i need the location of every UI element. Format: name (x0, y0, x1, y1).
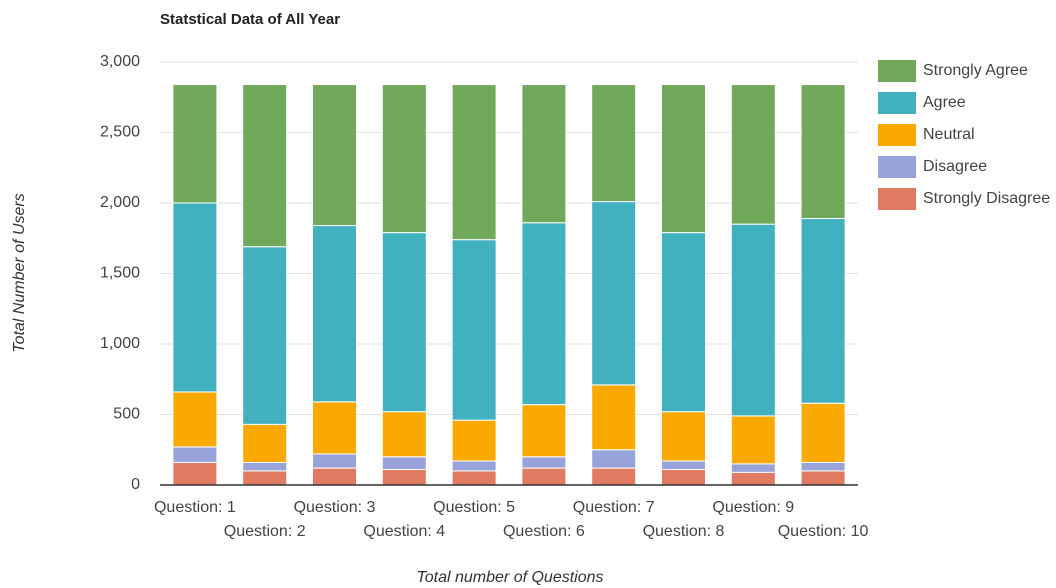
x-tick-label: Question: 8 (643, 523, 725, 540)
bar-segment (381, 456, 427, 470)
x-tick-label: Question: 9 (712, 499, 794, 516)
bar-segment (661, 460, 706, 470)
y-tick-label: 1,000 (100, 335, 140, 352)
bar-segment (242, 84, 288, 248)
legend-label: Disagree (923, 158, 988, 175)
legend-label: Agree (923, 94, 966, 111)
legend-label: Strongly Disagree (923, 190, 1051, 207)
legend-item: Strongly Disagree (878, 188, 1056, 211)
bar-segment (172, 446, 218, 463)
bar-segment (242, 423, 288, 463)
bar-segment (451, 84, 497, 241)
legend-swatch (878, 92, 916, 114)
x-axis-title: Total number of Questions (416, 569, 603, 586)
bar-segment (312, 467, 357, 486)
bar-segment (661, 232, 706, 413)
bar-segment (730, 471, 776, 486)
bar-segment (591, 449, 637, 469)
legend-item: Agree (878, 92, 1056, 115)
bar-segment (172, 461, 218, 486)
bar-segment (661, 468, 706, 486)
bar-segment (521, 467, 567, 486)
bar-segment (591, 467, 637, 486)
legend-label: Strongly Agree (923, 62, 1028, 79)
bar-segment (591, 201, 637, 386)
bar-segment (730, 463, 776, 473)
chart-title: Statstical Data of All Year (160, 11, 340, 28)
bar-segment (800, 461, 846, 472)
bar-segment (381, 232, 427, 413)
bar-segment (591, 84, 637, 203)
bar-segment (730, 415, 776, 465)
y-axis-title: Total Number of Users (11, 193, 28, 352)
legend-swatch (878, 124, 916, 146)
bar-segment (661, 84, 706, 234)
x-tick-label: Question: 6 (503, 523, 585, 540)
legend-label: Neutral (923, 126, 975, 143)
y-tick-label: 2,500 (100, 124, 140, 141)
legend-item: Strongly Agree (878, 60, 1056, 83)
bar-segment (451, 239, 497, 421)
bar-segment (451, 419, 497, 462)
bar-segment (312, 225, 357, 403)
legend-item: Neutral (878, 124, 1056, 147)
bar-segment (312, 84, 357, 227)
bar-segment (521, 84, 567, 224)
x-tick-label: Question: 7 (573, 499, 655, 516)
bar-segment (312, 453, 357, 469)
bar-segment (312, 401, 357, 455)
x-tick-label: Question: 10 (778, 523, 869, 540)
bar-segment (800, 470, 846, 486)
bar-segment (591, 384, 637, 451)
bar-segment (242, 246, 288, 425)
x-tick-label: Question: 2 (224, 523, 306, 540)
y-tick-label: 0 (131, 476, 140, 493)
x-tick-label: Question: 5 (433, 499, 515, 516)
legend-swatch (878, 188, 916, 210)
y-tick-label: 3,000 (100, 53, 140, 70)
bar-segment (172, 391, 218, 448)
y-tick-label: 500 (113, 406, 140, 423)
x-tick-label: Question: 1 (154, 499, 236, 516)
bar-segment (661, 411, 706, 462)
bar-segment (242, 461, 288, 472)
bar-segment (521, 222, 567, 406)
bar-segment (730, 84, 776, 225)
bar-segment (521, 404, 567, 458)
legend-swatch (878, 156, 916, 178)
bar-segment (172, 202, 218, 393)
bar-segment (800, 218, 846, 404)
y-tick-label: 1,500 (100, 265, 140, 282)
bar-segment (800, 84, 846, 220)
bar-segment (172, 84, 218, 204)
bar-segment (242, 470, 288, 486)
bar-segment (451, 470, 497, 486)
bar-segment (730, 223, 776, 417)
legend-item: Disagree (878, 156, 1056, 179)
bar-segment (800, 402, 846, 463)
x-tick-label: Question: 3 (294, 499, 376, 516)
legend-swatch (878, 60, 916, 82)
x-tick-label: Question: 4 (363, 523, 445, 540)
bar-segment (381, 411, 427, 458)
y-tick-label: 2,000 (100, 194, 140, 211)
bar-segment (451, 460, 497, 472)
bar-segment (521, 456, 567, 469)
bar-segment (381, 84, 427, 234)
bar-segment (381, 468, 427, 486)
